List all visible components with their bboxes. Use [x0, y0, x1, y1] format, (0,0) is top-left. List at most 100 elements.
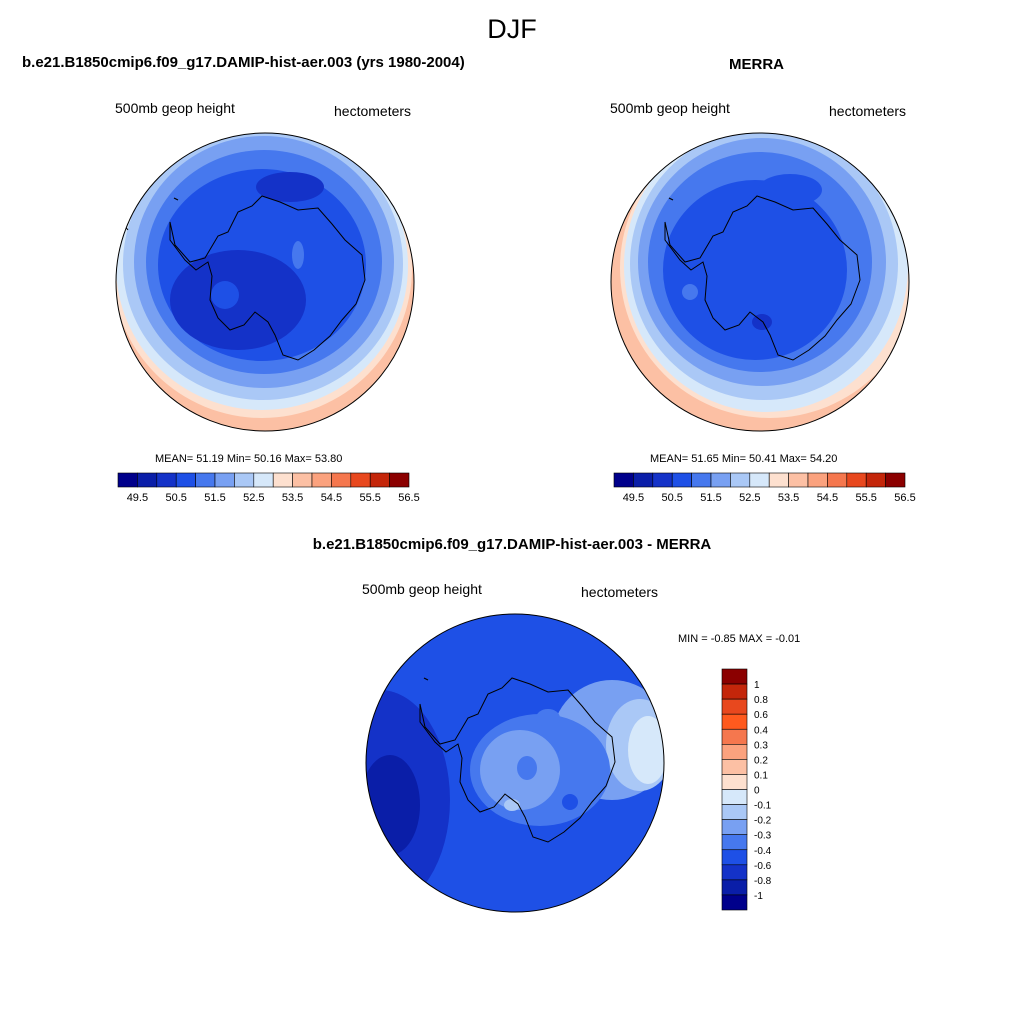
colorbar-swatch	[710, 472, 731, 488]
colorbar-swatch	[652, 472, 673, 488]
colorbar-swatch	[156, 472, 177, 488]
colorbar-swatch	[846, 472, 867, 488]
colorbar-swatch	[721, 683, 748, 700]
colorbar-tick-label: 54.5	[321, 492, 342, 504]
left-label-model: 500mb geop height	[115, 100, 235, 116]
colorbar-tick-label: 52.5	[243, 492, 264, 504]
stats-diff: MIN = -0.85 MAX = -0.01	[678, 633, 801, 645]
colorbar-swatch	[865, 472, 886, 488]
colorbar-tick-label: 0.8	[754, 695, 768, 706]
colorbar-swatch	[721, 819, 748, 835]
colorbar-tick-label: 0.1	[754, 770, 768, 781]
colorbar-tick-label: 51.5	[700, 492, 721, 504]
colorbar-swatch	[331, 472, 352, 488]
colorbar-tick-label: -0.4	[754, 846, 772, 857]
colorbar-swatch	[691, 472, 712, 488]
colorbar-swatch	[721, 759, 748, 775]
map-boundary-obs	[610, 132, 910, 432]
colorbar-swatch	[721, 774, 748, 790]
colorbar-diff: 1 0.8 0.6 0.4 0.3 0.2 0.1 0 -0.1 -0.2 -0.3 -0.4 -0.6…	[721, 668, 772, 911]
colorbar-swatch	[253, 472, 274, 488]
colorbar-swatch	[721, 668, 748, 685]
left-label-obs: 500mb geop height	[610, 100, 730, 116]
colorbar-obs: 49.5 50.5 51.5 52.5 53.5 54.5 55.5 56.5	[613, 472, 916, 504]
colorbar-tick-label: 55.5	[855, 492, 876, 504]
colorbar-swatch	[292, 472, 313, 488]
colorbar-tick-label: 55.5	[359, 492, 380, 504]
colorbar-tick-label: 49.5	[623, 492, 644, 504]
colorbar-tick-label: 49.5	[127, 492, 148, 504]
colorbar-tick-label: 0.2	[754, 755, 768, 766]
colorbar-tick-label: 0.6	[754, 710, 768, 721]
colorbar-swatch	[234, 472, 255, 488]
colorbar-tick-label: 0.3	[754, 740, 768, 751]
colorbar-tick-label: 0	[754, 786, 760, 797]
map-model	[116, 133, 414, 431]
colorbar-swatch	[671, 472, 692, 488]
units-label-model: hectometers	[334, 103, 412, 119]
colorbar-swatch	[721, 713, 748, 730]
colorbar-tick-label: 50.5	[661, 492, 682, 504]
colorbar-tick-label: 0.4	[754, 725, 768, 736]
colorbar-tick-label: -0.3	[754, 831, 772, 842]
units-label-diff: hectometers	[581, 584, 659, 600]
colorbar-swatch	[768, 472, 789, 488]
colorbar-swatch	[721, 894, 748, 911]
page-title: DJF	[487, 14, 537, 44]
colorbar-swatch	[272, 472, 293, 488]
colorbar-tick-label: 53.5	[282, 492, 303, 504]
colorbar-tick-label: -0.8	[754, 876, 772, 887]
colorbar-tick-label: 50.5	[165, 492, 186, 504]
colorbar-tick-label: -0.6	[754, 861, 772, 872]
panel-title-obs: MERRA	[729, 56, 784, 73]
colorbar-swatch	[721, 789, 748, 805]
colorbar-tick-label: 1	[754, 680, 760, 691]
colorbar-swatch	[721, 698, 748, 715]
colorbar-swatch	[350, 472, 371, 488]
map-obs	[611, 133, 909, 431]
map-diff	[366, 614, 664, 912]
stats-obs: MEAN= 51.65 Min= 50.41 Max= 54.20	[650, 453, 838, 465]
panel-title-diff: b.e21.B1850cmip6.f09_g17.DAMIP-hist-aer.…	[312, 536, 712, 553]
stats-model: MEAN= 51.19 Min= 50.16 Max= 53.80	[155, 453, 343, 465]
colorbar-swatch	[749, 472, 770, 488]
map-boundary-model	[115, 132, 415, 432]
colorbar-tick-label: 56.5	[894, 492, 915, 504]
colorbar-tick-label: 56.5	[398, 492, 419, 504]
panel-title-model: b.e21.B1850cmip6.f09_g17.DAMIP-hist-aer.…	[22, 54, 465, 71]
colorbar-swatch	[721, 744, 748, 760]
left-label-diff: 500mb geop height	[362, 581, 482, 597]
colorbar-tick-label: 53.5	[778, 492, 799, 504]
colorbar-swatch	[807, 472, 828, 488]
colorbar-tick-label: 52.5	[739, 492, 760, 504]
colorbar-tick-label: -0.1	[754, 801, 772, 812]
colorbar-swatch	[721, 879, 748, 896]
colorbar-swatch	[788, 472, 809, 488]
colorbar-swatch	[721, 864, 748, 881]
colorbar-swatch	[613, 472, 634, 488]
colorbar-swatch	[885, 472, 906, 488]
colorbar-swatch	[175, 472, 196, 488]
colorbar-swatch	[730, 472, 751, 488]
units-label-obs: hectometers	[829, 103, 907, 119]
colorbar-swatch	[633, 472, 654, 488]
colorbar-swatch	[311, 472, 332, 488]
colorbar-swatch	[389, 472, 410, 488]
colorbar-swatch	[214, 472, 235, 488]
colorbar-tick-label: 51.5	[204, 492, 225, 504]
colorbar-model: 49.5 50.5 51.5 52.5 53.5 54.5 55.5 56.5	[117, 472, 420, 504]
colorbar-swatch	[137, 472, 158, 488]
colorbar-swatch	[195, 472, 216, 488]
colorbar-swatch	[827, 472, 848, 488]
colorbar-swatch	[369, 472, 390, 488]
colorbar-swatch	[721, 804, 748, 820]
colorbar-swatch	[721, 849, 748, 866]
colorbar-swatch	[117, 472, 138, 488]
colorbar-swatch	[721, 728, 748, 745]
colorbar-swatch	[721, 834, 748, 851]
colorbar-tick-label: -1	[754, 891, 763, 902]
colorbar-tick-label: 54.5	[817, 492, 838, 504]
map-boundary-diff	[365, 613, 665, 913]
